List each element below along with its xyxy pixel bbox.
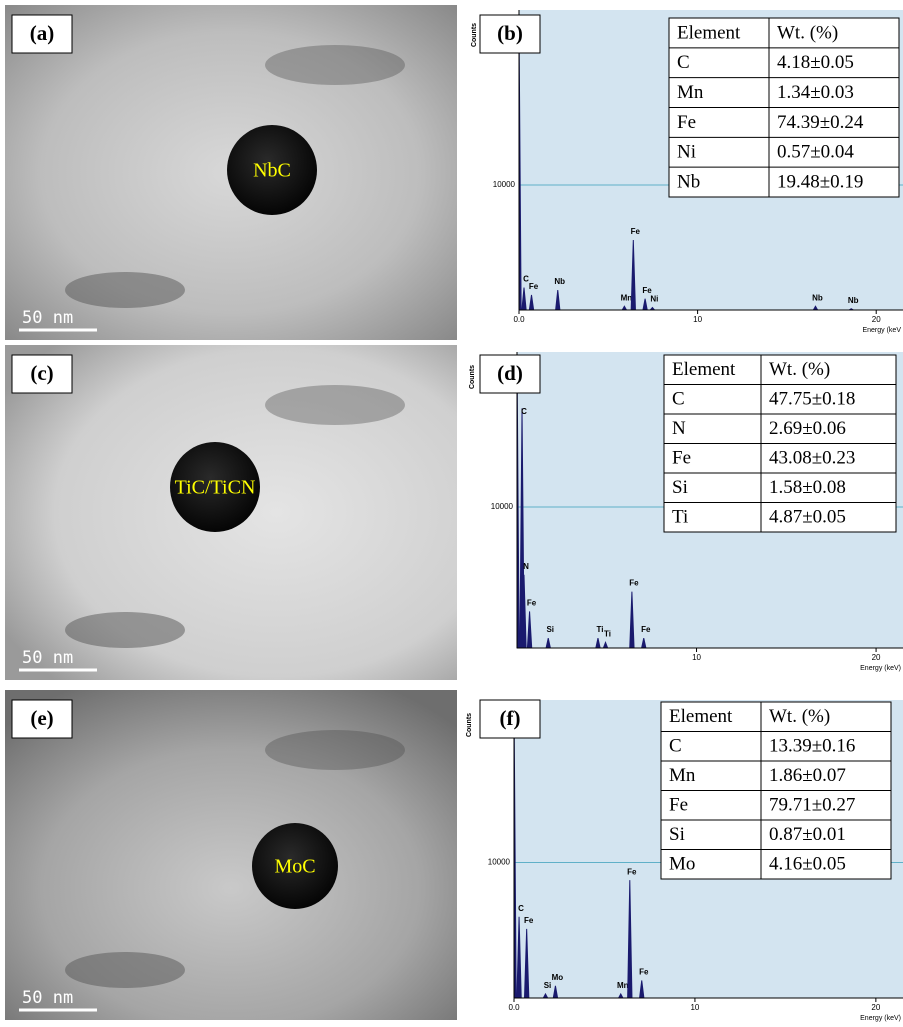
table-cell: Mn: [669, 765, 696, 786]
y-tick-label: 10000: [491, 502, 514, 511]
panel-label: (d): [497, 361, 523, 385]
dark-feature: [265, 730, 405, 770]
peak-label: Nb: [812, 293, 823, 302]
figure: NbC(a)50 nmTiC/TiCN(c)50 nmMoC(e)50 nm10…: [0, 0, 903, 1022]
table-cell: C: [672, 389, 685, 410]
peak-label: Fe: [524, 916, 534, 925]
peak-label: Fe: [631, 227, 641, 236]
y-axis-label: Counts: [469, 365, 476, 389]
x-axis-label: Energy (keV): [860, 1015, 901, 1022]
table-cell: 4.87±0.05: [769, 507, 846, 528]
scale-bar-label: 50 nm: [22, 648, 73, 668]
table-cell: 1.86±0.07: [769, 765, 846, 786]
peak-label: Si: [546, 625, 554, 634]
x-tick-label: 0.0: [508, 1003, 520, 1012]
x-tick-label: 10: [690, 1003, 699, 1012]
table-cell: 1.58±0.08: [769, 477, 846, 498]
table-cell: 0.57±0.04: [777, 142, 854, 163]
table-header: Wt. (%): [777, 22, 838, 43]
peak-label: N: [523, 562, 529, 571]
peak-label: Ni: [650, 295, 658, 304]
particle-label: TiC/TiCN: [175, 477, 256, 499]
dark-feature: [265, 45, 405, 85]
table-cell: Nb: [677, 171, 700, 192]
peak-label: Ti: [596, 625, 603, 634]
peak-label: Mo: [552, 973, 564, 982]
table-cell: 47.75±0.18: [769, 389, 855, 410]
peak-label: Fe: [529, 282, 539, 291]
table-cell: Mn: [677, 82, 704, 103]
peak-label: C: [518, 904, 524, 913]
table-cell: 4.16±0.05: [769, 854, 846, 875]
table-cell: 2.69±0.06: [769, 418, 846, 439]
peak-label: Nb: [848, 296, 859, 305]
peak-label: Fe: [527, 598, 537, 607]
x-tick-label: 0.0: [513, 315, 525, 324]
table-cell: Fe: [669, 795, 688, 816]
x-axis-label: Energy (keV: [862, 327, 901, 334]
scale-bar-label: 50 nm: [22, 988, 73, 1008]
panel-label: (f): [500, 706, 521, 730]
table-header: Wt. (%): [769, 706, 830, 727]
table-cell: 79.71±0.27: [769, 795, 855, 816]
table-cell: 43.08±0.23: [769, 448, 855, 469]
dark-feature: [265, 385, 405, 425]
panel-label: (b): [497, 21, 523, 45]
peak-label: Fe: [641, 625, 651, 634]
table-cell: 0.87±0.01: [769, 824, 846, 845]
dark-feature: [65, 612, 185, 648]
y-axis-label: Counts: [466, 713, 473, 737]
peak-label: Fe: [627, 867, 637, 876]
peak-label: Fe: [642, 286, 652, 295]
peak-label: Fe: [639, 968, 649, 977]
table-cell: 19.48±0.19: [777, 171, 863, 192]
x-tick-label: 20: [872, 315, 881, 324]
particle-label: MoC: [274, 856, 315, 878]
peak-label: Mn: [617, 981, 629, 990]
panel-label: (c): [30, 361, 53, 385]
table-header: Element: [677, 22, 741, 43]
dark-feature: [65, 272, 185, 308]
x-tick-label: 20: [871, 1003, 880, 1012]
x-axis-label: Energy (keV): [860, 665, 901, 672]
x-tick-label: 10: [692, 653, 701, 662]
particle-label: NbC: [253, 160, 291, 182]
table-header: Wt. (%): [769, 359, 830, 380]
table-cell: C: [677, 52, 690, 73]
y-axis-label: Counts: [471, 23, 478, 47]
table-cell: Mo: [669, 854, 695, 875]
panel-label: (a): [30, 21, 55, 45]
table-cell: Ti: [672, 507, 688, 528]
peak-label: Ti: [604, 629, 611, 638]
x-tick-label: 10: [693, 315, 702, 324]
table-header: Element: [672, 359, 736, 380]
x-tick-label: 20: [872, 653, 881, 662]
table-cell: Fe: [677, 112, 696, 133]
scale-bar-label: 50 nm: [22, 308, 73, 328]
table-cell: Ni: [677, 142, 696, 163]
peak-label: Si: [544, 981, 552, 990]
table-cell: N: [672, 418, 686, 439]
table-cell: 1.34±0.03: [777, 82, 854, 103]
y-tick-label: 10000: [493, 180, 516, 189]
table-header: Element: [669, 706, 733, 727]
peak-label: C: [521, 407, 527, 416]
table-cell: Fe: [672, 448, 691, 469]
table-cell: 13.39±0.16: [769, 736, 855, 757]
table-cell: Si: [672, 477, 688, 498]
table-cell: 74.39±0.24: [777, 112, 864, 133]
table-cell: 4.18±0.05: [777, 52, 854, 73]
peak-label: Mn: [621, 293, 633, 302]
panel-label: (e): [30, 706, 53, 730]
dark-feature: [65, 952, 185, 988]
peak-label: Fe: [629, 579, 639, 588]
y-tick-label: 10000: [488, 858, 511, 867]
table-cell: Si: [669, 824, 685, 845]
peak-label: Nb: [554, 277, 565, 286]
table-cell: C: [669, 736, 682, 757]
